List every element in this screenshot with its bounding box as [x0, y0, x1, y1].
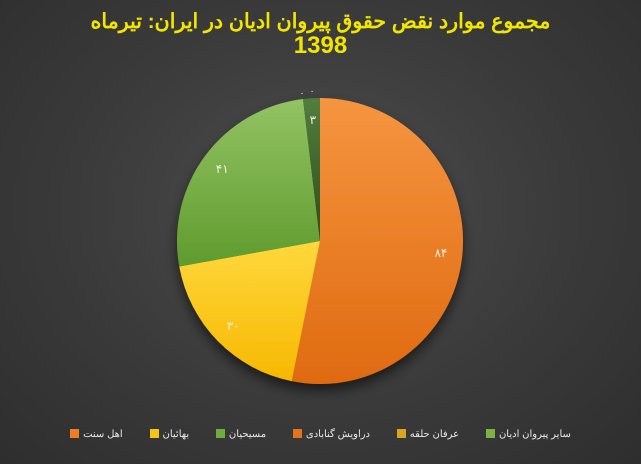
svg-text:۰: ۰ [310, 86, 315, 96]
svg-text:۸۴: ۸۴ [434, 246, 447, 260]
svg-text:۰: ۰ [300, 88, 305, 98]
svg-text:۴۱: ۴۱ [216, 162, 229, 176]
svg-text:۳۰: ۳۰ [227, 319, 240, 333]
svg-text:۳: ۳ [310, 113, 317, 127]
